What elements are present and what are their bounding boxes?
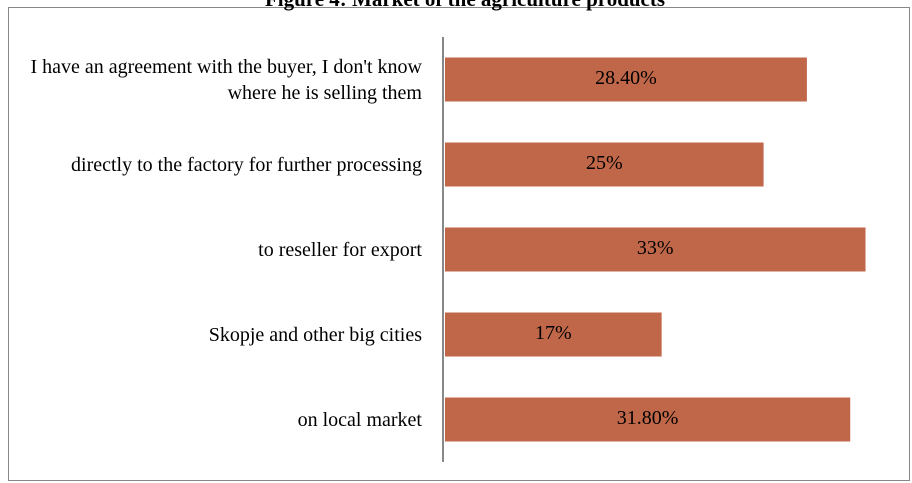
bar <box>445 227 866 272</box>
value-label: 31.80% <box>617 407 679 429</box>
category-label: Skopje and other big cities <box>208 323 422 346</box>
bar <box>445 312 662 357</box>
value-label: 17% <box>535 322 572 344</box>
category-label: I have an agreement with the buyer, I do… <box>30 55 422 104</box>
bar <box>445 57 807 102</box>
bar <box>445 397 851 442</box>
value-label: 25% <box>586 152 623 174</box>
category-label: to reseller for export <box>258 238 422 261</box>
chart-frame <box>8 7 910 481</box>
category-label: directly to the factory for further proc… <box>71 153 422 176</box>
bar <box>445 142 764 187</box>
value-label: 33% <box>637 237 674 259</box>
category-label: on local market <box>297 408 422 431</box>
chart-title: Figure 4: Market of the agriculture prod… <box>0 0 912 12</box>
value-label: 28.40% <box>595 67 657 89</box>
